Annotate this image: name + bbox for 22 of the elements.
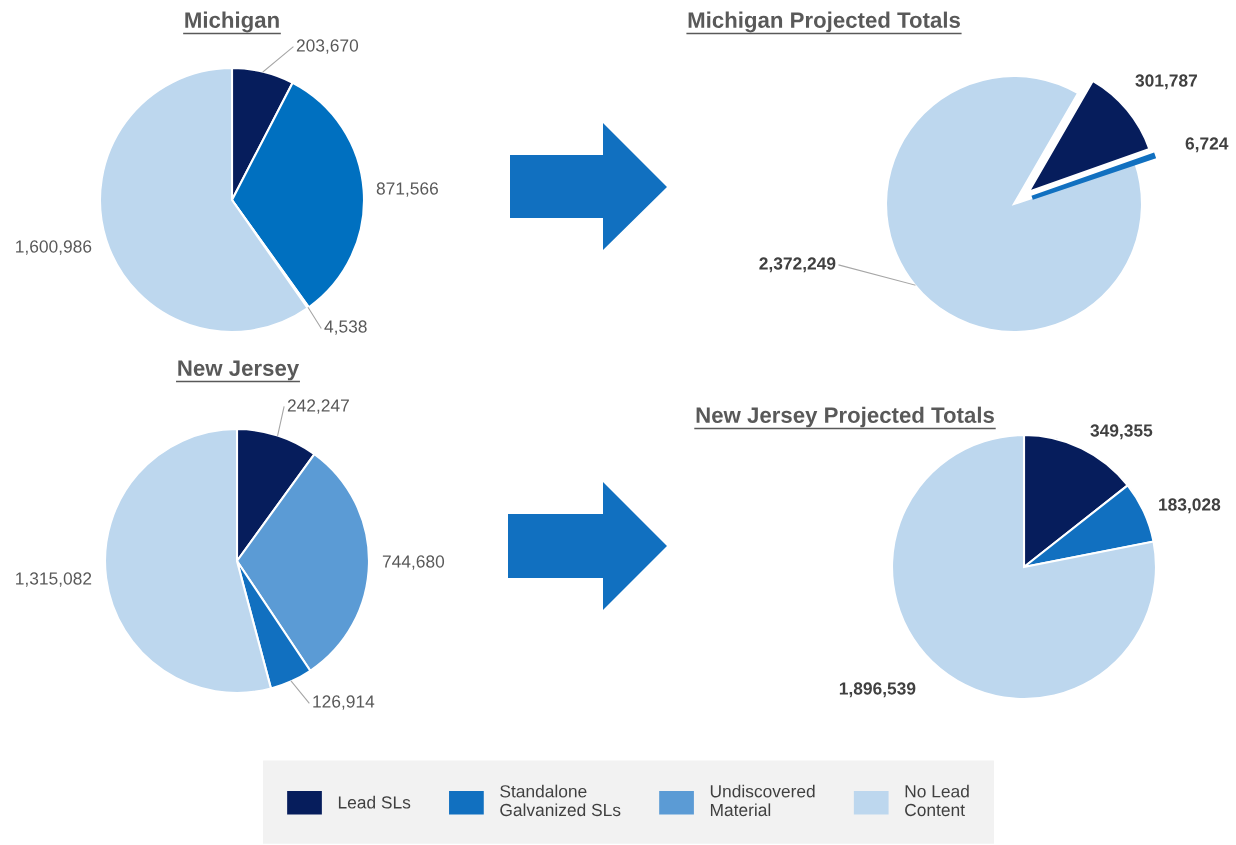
data-label: 744,680	[382, 555, 445, 570]
data-label: 349,355	[1090, 424, 1153, 440]
data-label: 203,670	[296, 39, 359, 54]
legend-label: Standalone Galvanized SLs	[500, 784, 621, 817]
data-label: 4,538	[324, 320, 367, 335]
data-label: 1,600,986	[16, 240, 92, 255]
data-label: 6,724	[1185, 137, 1229, 153]
chart-title: Michigan Projected Totals	[688, 11, 960, 33]
data-label: 2,372,249	[759, 257, 836, 273]
data-label: 1,315,082	[16, 572, 92, 587]
chart-title: Michigan	[185, 11, 279, 33]
data-label: 301,787	[1135, 74, 1197, 90]
data-label: 871,566	[376, 182, 438, 197]
data-label: 242,247	[287, 399, 349, 414]
data-label: 126,914	[313, 695, 375, 710]
data-label: 1,896,539	[839, 682, 916, 698]
legend-label: Lead SLs	[338, 795, 411, 809]
legend-label: No Lead Content	[905, 784, 969, 817]
legend-label: Undiscovered Material	[710, 784, 815, 817]
data-label: 183,028	[1159, 498, 1221, 514]
chart-title: New Jersey Projected Totals	[696, 406, 994, 428]
chart-title: New Jersey	[178, 360, 300, 381]
